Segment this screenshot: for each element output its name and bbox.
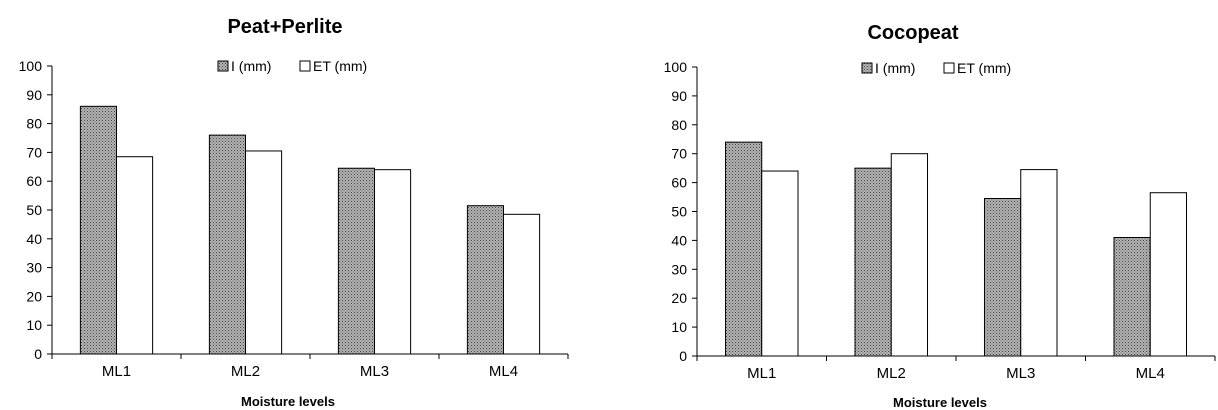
bar-et bbox=[116, 156, 154, 355]
y-tick-label: 100 bbox=[19, 58, 43, 74]
y-tick-label: 40 bbox=[26, 231, 42, 247]
y-tick-label: 50 bbox=[26, 202, 42, 218]
y-tick-label: 0 bbox=[679, 348, 687, 364]
bar-et bbox=[374, 169, 412, 355]
y-tick-label: 10 bbox=[671, 319, 687, 335]
y-tick-label: 10 bbox=[26, 317, 42, 333]
y-tick-label: 30 bbox=[26, 260, 42, 276]
x-axis-label: Moisture levels bbox=[893, 395, 987, 410]
y-tick-label: 60 bbox=[26, 173, 42, 189]
bar-et bbox=[1020, 169, 1058, 357]
y-tick-label: 100 bbox=[664, 59, 688, 75]
bar-i bbox=[1113, 237, 1151, 357]
y-tick-label: 70 bbox=[671, 146, 687, 162]
x-tick-label: ML3 bbox=[360, 363, 389, 380]
bar-et bbox=[503, 213, 541, 355]
y-tick-label: 30 bbox=[671, 261, 687, 277]
chart-title: Peat+Perlite bbox=[227, 16, 342, 38]
bar-i bbox=[724, 141, 763, 357]
bar-i bbox=[466, 205, 505, 355]
x-tick-label: ML4 bbox=[489, 363, 518, 380]
x-tick-label: ML4 bbox=[1136, 365, 1165, 382]
y-tick-label: 50 bbox=[671, 204, 687, 220]
legend-swatch-et bbox=[943, 62, 955, 74]
bar-et bbox=[1149, 192, 1188, 357]
x-tick-label: ML1 bbox=[102, 363, 131, 380]
legend-swatch-i bbox=[217, 60, 229, 72]
x-tick-label: ML3 bbox=[1006, 365, 1035, 382]
bar-et bbox=[245, 150, 283, 355]
y-tick-label: 40 bbox=[671, 232, 687, 248]
legend-swatch-et bbox=[299, 60, 311, 72]
bar-i bbox=[854, 167, 892, 357]
chart-title: Cocopeat bbox=[867, 22, 958, 44]
y-tick-label: 60 bbox=[671, 175, 687, 191]
chart-peat-perlite: Peat+Perlite 0 10 20 30 40 50 60 70 80 90 100 ML1 ML… bbox=[19, 16, 569, 409]
bar-i bbox=[337, 167, 376, 355]
legend: I (mm) ET (mm) bbox=[861, 60, 1011, 76]
y-tick-label: 20 bbox=[26, 288, 42, 304]
legend-label-i: I (mm) bbox=[875, 60, 915, 76]
legend-swatch-i bbox=[861, 62, 873, 74]
bar-i bbox=[208, 134, 247, 355]
bar-i bbox=[983, 197, 1022, 357]
y-tick-label: 20 bbox=[671, 290, 687, 306]
plot-area: 0 10 20 30 40 50 60 70 80 90 100 ML1 ML2 ML3 ML4 bbox=[19, 58, 569, 380]
legend: I (mm) ET (mm) bbox=[217, 58, 367, 74]
bar-i bbox=[79, 105, 117, 355]
bar-et bbox=[761, 170, 799, 357]
legend-label-et: ET (mm) bbox=[957, 60, 1011, 76]
y-tick-label: 0 bbox=[34, 346, 42, 362]
y-tick-label: 90 bbox=[26, 87, 42, 103]
bar-et bbox=[890, 153, 929, 357]
y-tick-label: 80 bbox=[671, 117, 687, 133]
y-tick-label: 70 bbox=[26, 144, 42, 160]
y-tick-label: 80 bbox=[26, 116, 42, 132]
chart-cocopeat: Cocopeat 0 10 20 30 40 50 60 70 80 90 100 ML1 ML2 ML3… bbox=[664, 22, 1216, 410]
legend-label-i: I (mm) bbox=[231, 58, 271, 74]
x-tick-label: ML2 bbox=[877, 365, 906, 382]
x-axis-label: Moisture levels bbox=[241, 394, 335, 409]
legend-label-et: ET (mm) bbox=[313, 58, 367, 74]
x-tick-label: ML2 bbox=[231, 363, 260, 380]
x-tick-label: ML1 bbox=[747, 365, 776, 382]
y-tick-label: 90 bbox=[671, 88, 687, 104]
plot-area: 0 10 20 30 40 50 60 70 80 90 100 ML1 ML2 ML3 ML4 bbox=[664, 59, 1216, 382]
